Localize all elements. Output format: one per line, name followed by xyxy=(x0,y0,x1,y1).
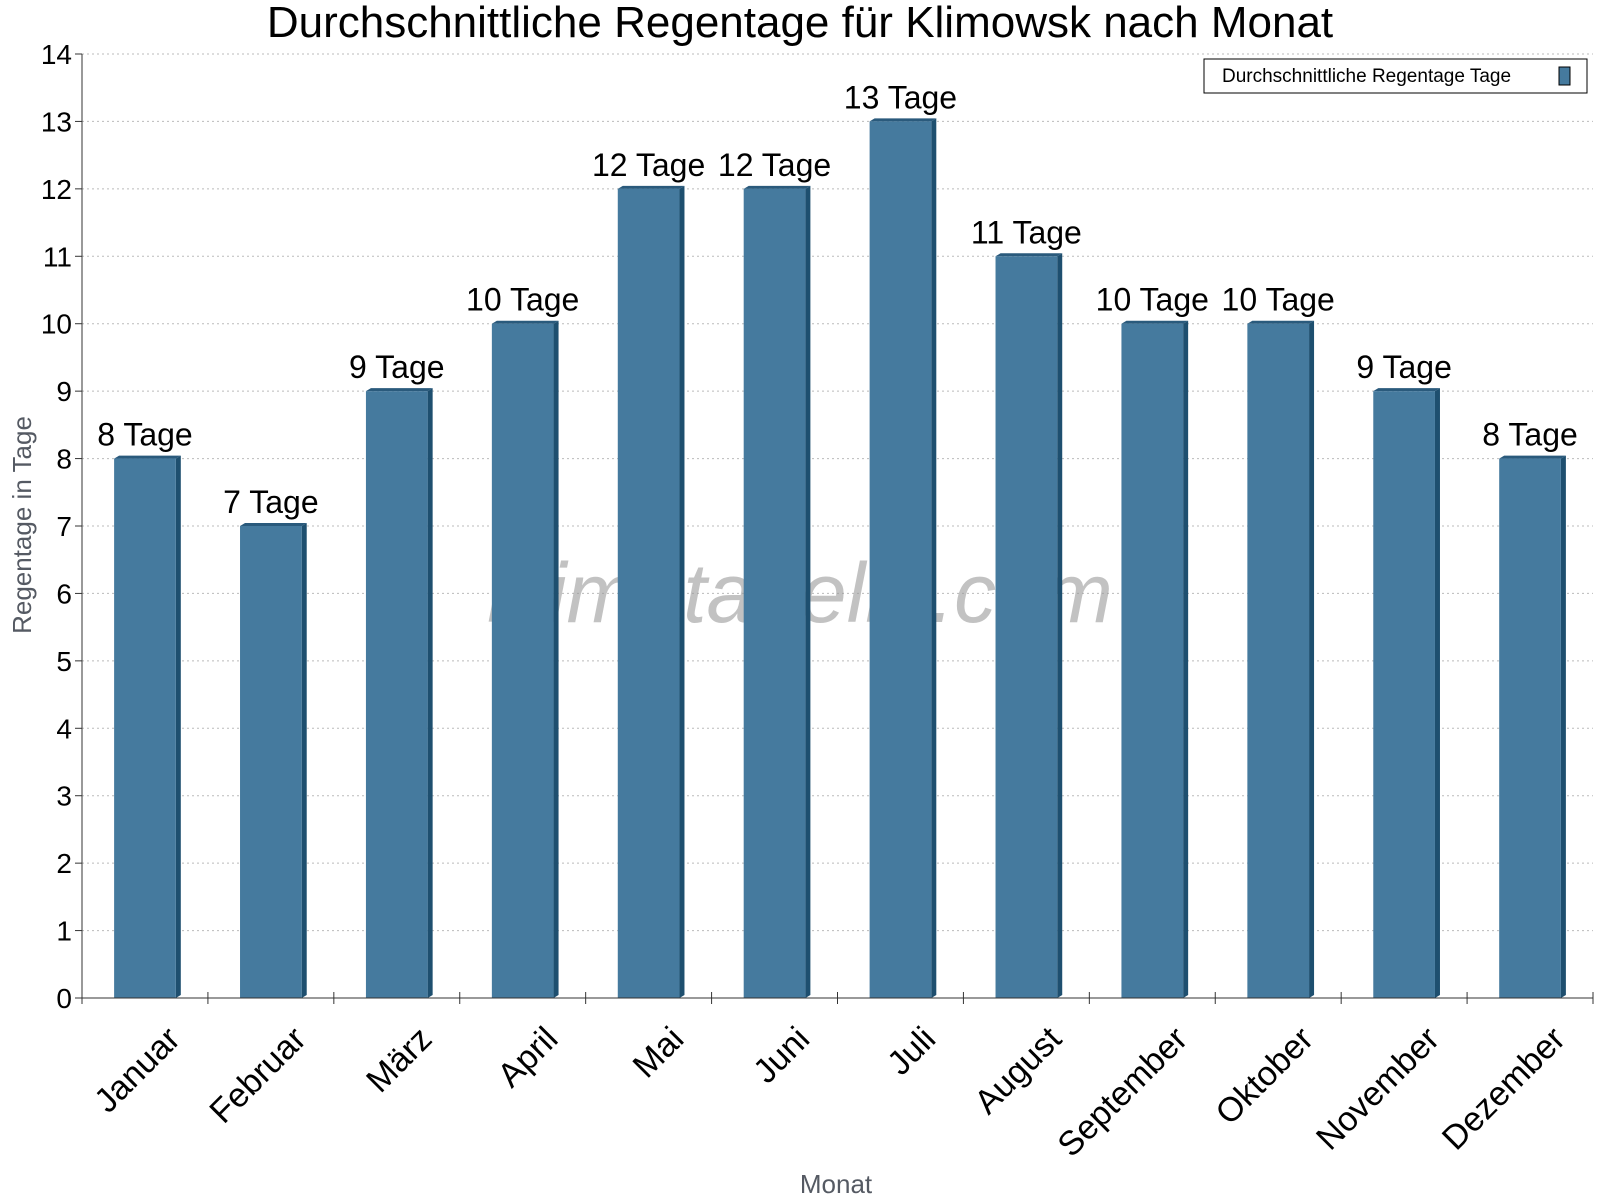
bar-side xyxy=(1183,320,1189,998)
data-label: 9 Tage xyxy=(349,349,445,385)
bar-top xyxy=(743,185,811,189)
bar-top xyxy=(491,320,559,324)
x-tick-label: März xyxy=(359,1020,439,1100)
y-tick-label: 6 xyxy=(56,578,72,609)
y-tick-label: 3 xyxy=(56,781,72,812)
bar-top xyxy=(1247,320,1315,324)
bar-group xyxy=(114,455,181,999)
y-tick-label: 9 xyxy=(56,376,72,407)
data-label: 12 Tage xyxy=(718,147,831,183)
bar-top xyxy=(240,523,307,526)
bar-top xyxy=(1373,388,1440,392)
y-tick-label: 12 xyxy=(41,174,72,205)
y-tick-label: 11 xyxy=(43,241,72,272)
x-tick-label: Mai xyxy=(626,1020,692,1086)
data-label: 8 Tage xyxy=(1482,417,1578,453)
bar xyxy=(743,188,806,998)
x-tick-label: Juli xyxy=(880,1020,943,1083)
y-tick-label: 13 xyxy=(41,106,72,137)
data-label: 13 Tage xyxy=(844,79,957,115)
bar-top xyxy=(114,455,181,459)
bar xyxy=(617,188,680,998)
bar-side xyxy=(427,388,433,999)
y-tick-label: 5 xyxy=(56,646,72,677)
bar xyxy=(114,458,176,999)
legend-box xyxy=(1203,58,1588,94)
bar-side xyxy=(301,523,307,998)
bar-side xyxy=(679,185,685,998)
bar-group xyxy=(995,253,1063,999)
y-tick-label: 10 xyxy=(41,309,72,340)
bar-top xyxy=(995,253,1063,257)
bar xyxy=(1373,391,1435,999)
bar-group xyxy=(1247,320,1315,998)
bar xyxy=(1121,323,1184,998)
bar-top xyxy=(617,185,685,189)
bar-group xyxy=(743,185,811,998)
y-tick-label: 2 xyxy=(56,848,72,879)
y-tick-label: 8 xyxy=(56,444,72,475)
bar-side xyxy=(1057,253,1063,999)
data-label: 12 Tage xyxy=(592,147,705,183)
bar-side xyxy=(805,185,811,998)
legend-swatch xyxy=(1558,66,1571,86)
legend-label: Durchschnittliche Regentage Tage xyxy=(1222,66,1511,87)
x-tick-label: April xyxy=(490,1020,565,1095)
bar-group xyxy=(1121,320,1189,998)
bar-top xyxy=(365,388,433,392)
bar-side xyxy=(1309,320,1315,998)
x-tick-label: Juni xyxy=(746,1020,817,1091)
bar-group xyxy=(1373,388,1440,999)
y-axis-label: Regentage in Tage xyxy=(7,416,37,634)
x-axis-label: Monat xyxy=(800,1169,873,1199)
y-tick-label: 4 xyxy=(56,713,72,744)
bar-side xyxy=(553,320,559,998)
axes xyxy=(75,53,1594,1004)
legend: Durchschnittliche Regentage Tage xyxy=(1203,58,1588,94)
bar xyxy=(240,526,302,998)
grid-lines xyxy=(82,53,1593,932)
data-label: 7 Tage xyxy=(223,484,319,520)
x-tick-label: Dezember xyxy=(1435,1020,1573,1158)
y-tick-label: 0 xyxy=(56,983,72,1014)
bar xyxy=(491,323,554,998)
bar xyxy=(1499,458,1561,999)
bar xyxy=(1247,323,1310,998)
bar-top xyxy=(869,118,937,122)
bar-side xyxy=(1434,388,1440,999)
x-tick-label: September xyxy=(1050,1020,1194,1164)
bars xyxy=(114,118,1566,999)
bar-group xyxy=(365,388,433,999)
bar-side xyxy=(931,118,937,998)
x-tick-label: August xyxy=(967,1019,1069,1121)
bar xyxy=(869,121,932,998)
bar-side xyxy=(1560,455,1566,999)
data-label: 8 Tage xyxy=(97,417,193,453)
x-tick-label: Februar xyxy=(202,1020,313,1131)
bar xyxy=(995,256,1058,998)
bar-group xyxy=(491,320,559,998)
y-tick-label: 1 xyxy=(56,916,72,947)
y-tick-label: 14 xyxy=(41,39,72,70)
bar-group xyxy=(1499,455,1566,999)
bar-group xyxy=(617,185,685,998)
bar-side xyxy=(175,455,181,999)
data-label: 9 Tage xyxy=(1356,349,1452,385)
data-label: 10 Tage xyxy=(1222,282,1335,318)
y-tick-label: 7 xyxy=(56,511,72,542)
bar xyxy=(365,391,428,999)
x-tick-label: Januar xyxy=(87,1020,187,1120)
chart-title: Durchschnittliche Regentage für Klimowsk… xyxy=(267,0,1333,47)
data-label: 10 Tage xyxy=(1096,282,1209,318)
x-tick-label: November xyxy=(1309,1020,1447,1158)
x-tick-label: Oktober xyxy=(1208,1020,1320,1132)
bar-group xyxy=(240,523,307,998)
bar-top xyxy=(1499,455,1566,459)
data-label: 10 Tage xyxy=(466,282,579,318)
bar-top xyxy=(1121,320,1189,324)
bar-group xyxy=(869,118,937,998)
data-label: 11 Tage xyxy=(971,214,1082,250)
